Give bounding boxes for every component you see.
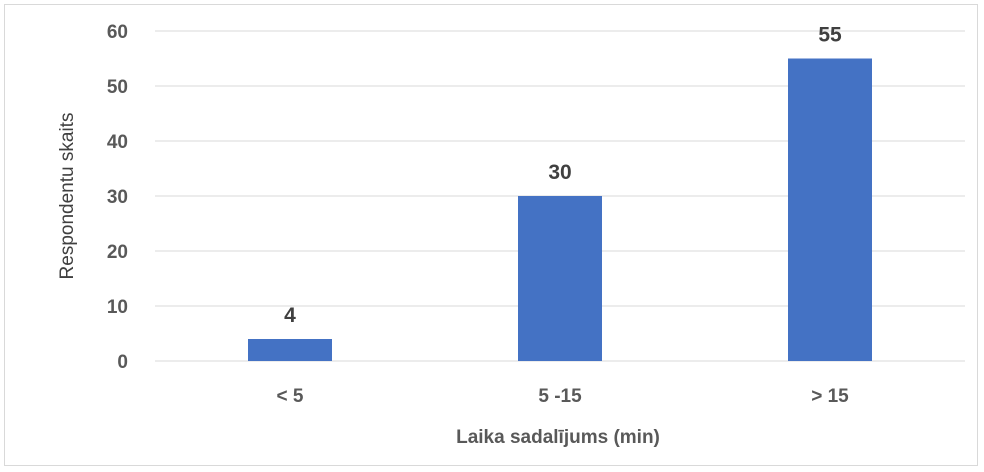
x-axis-categories: < 5 5 -15 > 15 — [277, 386, 850, 407]
bars — [248, 58, 872, 361]
data-labels: 4 30 55 — [284, 24, 842, 328]
data-label-0: 4 — [284, 304, 296, 327]
y-tick-label: 60 — [107, 22, 128, 43]
y-tick-label: 10 — [107, 297, 128, 318]
data-label-2: 55 — [818, 24, 842, 47]
y-tick-label: 30 — [107, 187, 128, 208]
bar-1 — [518, 196, 602, 361]
data-label-1: 30 — [548, 161, 571, 184]
y-tick-label: 50 — [107, 77, 128, 98]
bar-2 — [788, 58, 872, 361]
y-axis-title: Respondentu skaits — [57, 113, 78, 280]
x-category-label-2: > 15 — [811, 386, 849, 407]
x-category-label-0: < 5 — [277, 386, 304, 407]
x-category-label-1: 5 -15 — [538, 386, 582, 407]
x-axis-title: Laika sadalījums (min) — [456, 427, 660, 448]
y-tick-label: 0 — [117, 352, 128, 373]
y-axis-ticks: 0 10 20 30 40 50 60 — [107, 22, 128, 373]
y-tick-label: 40 — [107, 132, 128, 153]
y-tick-label: 20 — [107, 242, 128, 263]
bar-0 — [248, 339, 332, 361]
